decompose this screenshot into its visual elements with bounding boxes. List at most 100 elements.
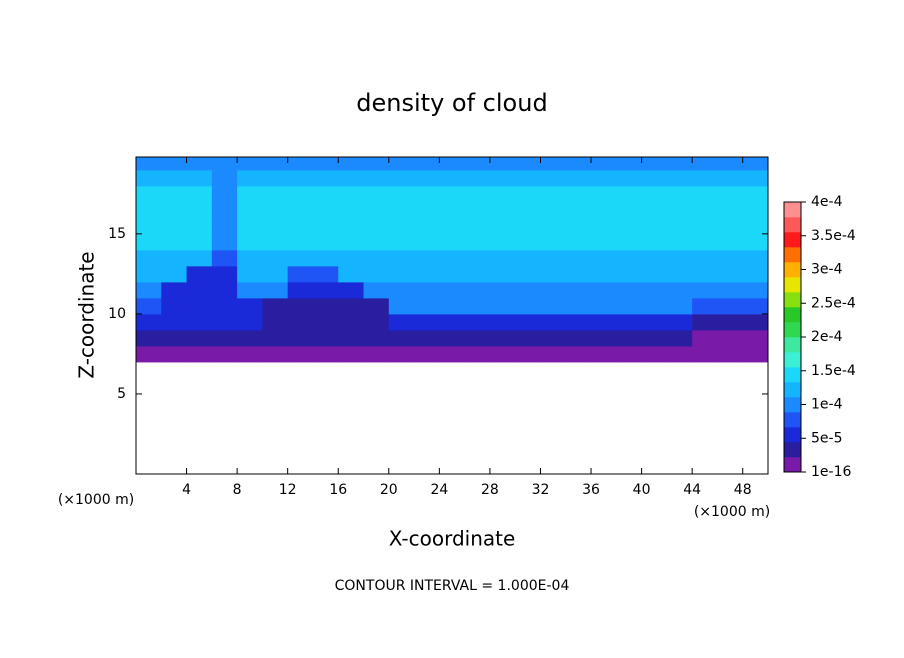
contour-cell bbox=[641, 281, 668, 299]
contour-cell bbox=[565, 297, 592, 315]
contour-cell bbox=[338, 265, 365, 283]
contour-cell bbox=[388, 157, 415, 171]
contour-cell bbox=[388, 265, 415, 283]
contour-cell bbox=[666, 297, 693, 315]
contour-cell bbox=[338, 313, 365, 331]
contour-cell bbox=[515, 185, 541, 203]
contour-cell bbox=[211, 201, 238, 219]
x-tick-label: 28 bbox=[481, 482, 499, 498]
contour-cell bbox=[287, 169, 314, 187]
contour-cell bbox=[414, 233, 440, 251]
contour-cell bbox=[717, 265, 744, 283]
contour-cell bbox=[237, 169, 263, 187]
contour-cell bbox=[464, 217, 491, 235]
contour-cell bbox=[717, 217, 744, 235]
contour-cell bbox=[591, 233, 617, 251]
contour-cell bbox=[237, 313, 263, 331]
contour-cell bbox=[262, 185, 289, 203]
contour-cell bbox=[363, 249, 390, 267]
contour-cell bbox=[692, 281, 718, 299]
contour-cell bbox=[338, 297, 365, 315]
contour-cell bbox=[742, 265, 768, 283]
colorbar-swatch bbox=[784, 337, 801, 353]
contour-cell bbox=[287, 345, 314, 363]
contour-cell bbox=[616, 313, 643, 331]
contour-cell bbox=[489, 157, 516, 171]
contour-cell bbox=[262, 169, 289, 187]
contour-cell bbox=[641, 201, 668, 219]
contour-cell bbox=[312, 281, 339, 299]
contour-cell bbox=[161, 313, 188, 331]
contour-cell bbox=[641, 157, 668, 171]
contour-cell bbox=[161, 233, 188, 251]
contour-cell bbox=[414, 157, 440, 171]
contour-cell bbox=[616, 265, 643, 283]
contour-cell bbox=[692, 201, 718, 219]
contour-cell bbox=[262, 217, 289, 235]
contour-cell bbox=[186, 249, 213, 267]
contour-cell bbox=[211, 345, 238, 363]
contour-cell bbox=[717, 329, 744, 347]
contour-cell bbox=[287, 249, 314, 267]
contour-cell bbox=[136, 249, 162, 267]
contour-cell bbox=[540, 329, 567, 347]
contour-cell bbox=[338, 185, 365, 203]
contour-cell bbox=[363, 185, 390, 203]
contour-cell bbox=[489, 185, 516, 203]
contour-cell bbox=[287, 217, 314, 235]
y-tick-label: 15 bbox=[108, 226, 126, 242]
colorbar-swatch bbox=[784, 412, 801, 428]
contour-cell bbox=[742, 217, 768, 235]
contour-cell bbox=[237, 233, 263, 251]
contour-cell bbox=[262, 329, 289, 347]
contour-cell bbox=[742, 313, 768, 331]
colorbar-swatch bbox=[784, 307, 801, 323]
colorbar-swatch bbox=[784, 232, 801, 248]
contour-cell bbox=[717, 345, 744, 363]
contour-cell bbox=[414, 345, 440, 363]
contour-cell bbox=[666, 313, 693, 331]
contour-cell bbox=[312, 233, 339, 251]
contour-cell bbox=[616, 345, 643, 363]
contour-cell bbox=[515, 265, 541, 283]
contour-cell bbox=[666, 249, 693, 267]
contour-cell bbox=[237, 185, 263, 203]
contour-cell bbox=[237, 345, 263, 363]
contour-cell bbox=[515, 157, 541, 171]
contour-cell bbox=[388, 185, 415, 203]
contour-cell bbox=[363, 157, 390, 171]
colorbar-tick-label: 2.5e-4 bbox=[811, 295, 856, 311]
contour-cell bbox=[464, 313, 491, 331]
contour-cell bbox=[136, 313, 162, 331]
contour-cell bbox=[565, 185, 592, 203]
contour-cell bbox=[363, 281, 390, 299]
contour-cell bbox=[464, 297, 491, 315]
contour-cell bbox=[515, 217, 541, 235]
contour-cell bbox=[312, 217, 339, 235]
contour-cell bbox=[211, 281, 238, 299]
contour-cell bbox=[515, 345, 541, 363]
contour-cell bbox=[591, 345, 617, 363]
contour-cell bbox=[338, 249, 365, 267]
contour-cell bbox=[186, 169, 213, 187]
contour-cell bbox=[136, 169, 162, 187]
contour-cell bbox=[388, 329, 415, 347]
contour-cell bbox=[616, 169, 643, 187]
contour-cell bbox=[464, 157, 491, 171]
contour-cell bbox=[312, 249, 339, 267]
contour-cell bbox=[211, 185, 238, 203]
contour-cell bbox=[136, 265, 162, 283]
contour-cell bbox=[565, 313, 592, 331]
contour-cell bbox=[464, 281, 491, 299]
colorbar-swatch bbox=[784, 442, 801, 458]
contour-cell bbox=[489, 265, 516, 283]
contour-cell bbox=[211, 249, 238, 267]
contour-cell bbox=[439, 233, 466, 251]
contour-cell bbox=[211, 265, 238, 283]
contour-cell bbox=[312, 329, 339, 347]
contour-cell bbox=[136, 201, 162, 219]
contour-cell bbox=[489, 329, 516, 347]
contour-cell bbox=[515, 169, 541, 187]
contour-cell bbox=[565, 281, 592, 299]
